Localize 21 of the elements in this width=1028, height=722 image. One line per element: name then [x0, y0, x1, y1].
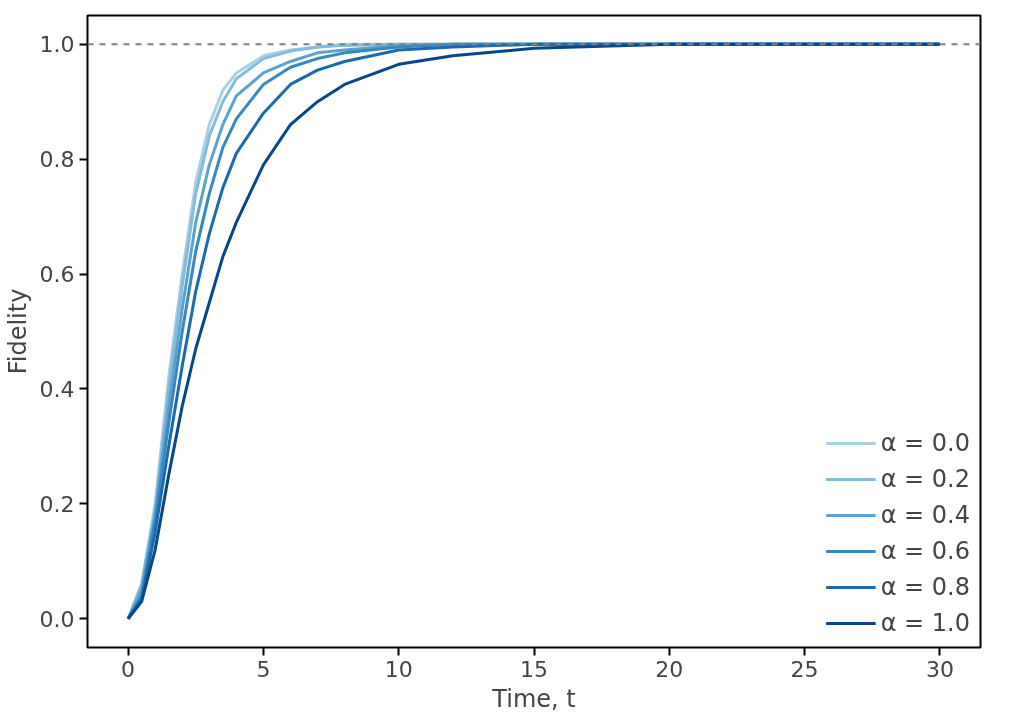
legend-label: α = 0.0 [880, 429, 970, 457]
x-axis-title: Time, t [491, 684, 576, 713]
legend-label: α = 0.8 [880, 573, 970, 601]
x-tick-label: 0 [121, 656, 136, 682]
legend-label: α = 0.2 [880, 465, 970, 493]
x-tick-label: 5 [256, 656, 271, 682]
y-axis-title: Fidelity [3, 288, 32, 375]
x-tick-label: 10 [384, 656, 413, 682]
y-tick-label: 0.4 [39, 376, 75, 402]
x-tick-label: 20 [655, 656, 684, 682]
legend-label: α = 0.4 [880, 501, 970, 529]
y-tick-label: 0.8 [39, 147, 75, 173]
x-tick-label: 15 [520, 656, 548, 682]
y-tick-label: 0.2 [39, 491, 75, 517]
y-tick-label: 1.0 [39, 32, 75, 58]
y-tick-label: 0.6 [39, 262, 75, 288]
y-tick-label: 0.0 [39, 606, 75, 632]
x-tick-label: 30 [925, 656, 954, 682]
legend-label: α = 1.0 [880, 609, 970, 637]
legend-label: α = 0.6 [880, 537, 970, 565]
x-tick-label: 25 [790, 656, 819, 682]
